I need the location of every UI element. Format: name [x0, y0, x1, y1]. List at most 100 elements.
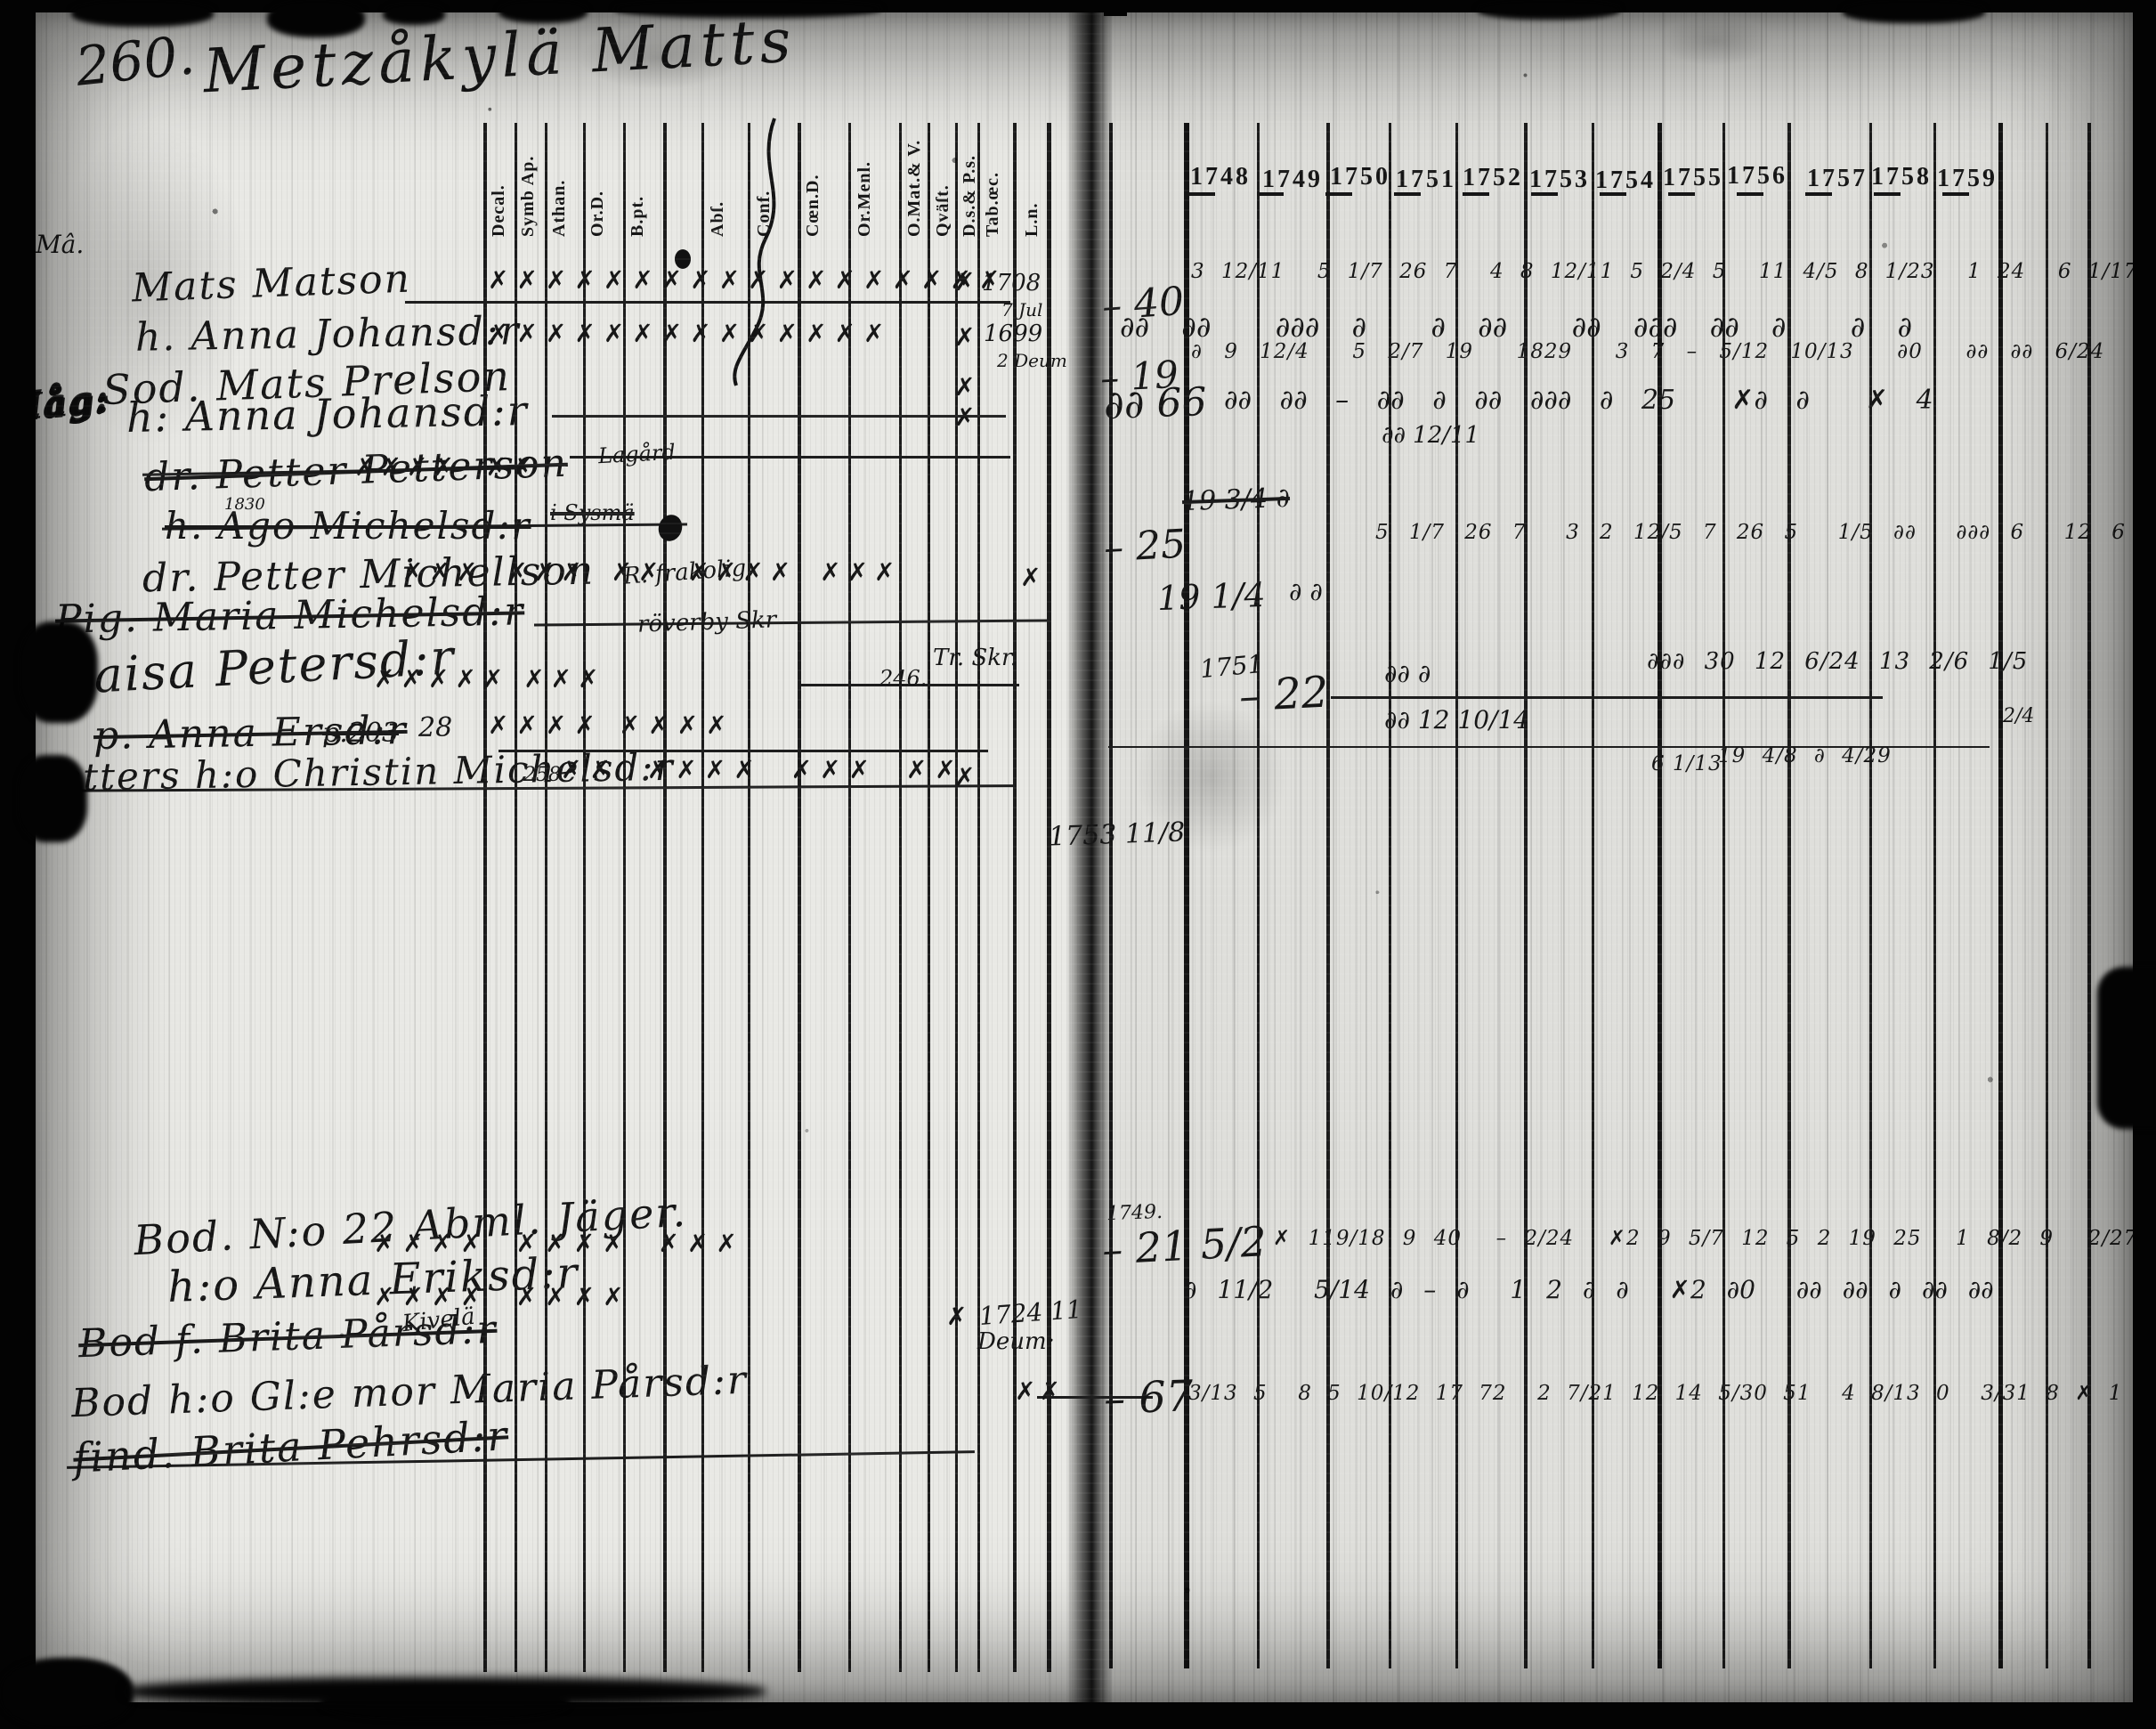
row-7-yearly-total: – 25: [1102, 521, 1187, 572]
row-8-yearly-values: ∂ ∂: [1289, 577, 1323, 606]
page-number: 260.: [72, 24, 198, 99]
film-edge-left: [0, 0, 36, 1729]
film-blotch: [267, 0, 365, 37]
bottom-row-3-note-sub: Deum:: [977, 1328, 1055, 1355]
film-tab-right: [2097, 967, 2156, 1129]
row-5-annotation: Lagård: [597, 439, 677, 469]
column-header-symb-ap: Symb Ap.: [518, 155, 538, 237]
ink-blot: [675, 249, 691, 269]
column-header-ds-ps: D.s.& P.s.: [960, 154, 979, 237]
row-9-yearly-values: ∂∂∂ 30 12 6/24 13 2/6 1/5: [1647, 648, 2029, 675]
year-header-1751: 1751: [1396, 166, 1456, 193]
margin-label: Mâ.: [36, 230, 85, 259]
column-header-tab-oec: Tab.œc.: [983, 172, 1002, 237]
bottom-row-2-values: ∂ 11/2 5/14 ∂ – ∂ 1 2 ∂ ∂ ✗2 ∂0 ∂∂ ∂∂ ∂ …: [1184, 1275, 1994, 1304]
row-8-annotation-2: röverby Skr: [636, 606, 777, 638]
row-11-values-2: 19 4/8 ∂ 4/29: [1718, 744, 1892, 767]
row-6-name: h. Ago Michelsd:r: [165, 504, 531, 548]
year-header-1754: 1754: [1595, 166, 1656, 194]
row-2-ln-mark: ✗: [954, 322, 984, 352]
bottom-row-4-total: – 67: [1103, 1371, 1195, 1425]
film-blotch: [498, 0, 588, 23]
column-header-qvast: Qväſt.: [933, 184, 952, 237]
film-blotch-corner: [0, 1658, 134, 1729]
bottom-row-3-ln-mark: ✗: [946, 1302, 976, 1331]
column-header-coen-d: Cœn.D.: [803, 174, 823, 237]
row-1-rule: [405, 301, 1010, 304]
column-header-decal: Decal.: [489, 184, 508, 237]
bottom-row-1-values: ✗ 119/18 9 40 – 2/24 ✗2 9 5/7 12 5 2 19 …: [1273, 1227, 2156, 1250]
book-gutter-fold: [1066, 7, 1113, 1709]
row-1-ln-note-year: 1708: [982, 270, 1042, 296]
sprocket-blob-left-lower: [18, 755, 87, 842]
row-5-yearly-values: ∂∂ 12/11: [1382, 422, 1480, 449]
year-header-1750: 1750: [1330, 163, 1390, 191]
row-9-right-rule: [1331, 696, 1883, 699]
row-8-name: Pig. Maria Michelsd:r: [54, 589, 525, 643]
row-11-marks: ✗✗ ✗✗✗✗ ✗✗✗ ✗✗: [561, 755, 964, 784]
year-header-1749: 1749: [1262, 166, 1323, 193]
row-9-marks: ✗✗✗✗✗ ✗✗✗: [374, 664, 605, 694]
column-header-athan: Athan.: [549, 179, 569, 237]
column-header-bpt: B.pt.: [628, 195, 647, 237]
row-11-values-1: 6 1/13: [1651, 752, 1722, 775]
row-11-note: 1753 11/8: [1048, 816, 1186, 853]
column-header-or-d: Or.D.: [588, 190, 607, 237]
year-header-1753: 1753: [1529, 166, 1590, 193]
bottom-row-1-year: 1749.: [1106, 1200, 1163, 1226]
row-5-marks: ✗✗✗✗ ✗✗: [354, 452, 539, 482]
row-6-annotation: i Sysmä: [550, 500, 635, 525]
row-4-ln-mark: ✗: [954, 402, 984, 432]
year-header-1748: 1748: [1190, 163, 1251, 191]
row-8-yearly-total: 19 1/4: [1156, 574, 1267, 619]
row-10-extra: 28: [418, 712, 453, 743]
row-2-ln-note-year: 1699: [984, 321, 1043, 347]
film-blotch: [383, 4, 445, 25]
row-11-ln-mark: ✗: [954, 762, 984, 791]
year-header-1758: 1758: [1871, 163, 1932, 191]
film-edge-right: [2133, 0, 2156, 1729]
year-header-1752: 1752: [1463, 164, 1523, 191]
row-3-yearly-values: ∂ 9 12/4 5 2/7 19 1829 3 7 – 5/12 10/13 …: [1191, 340, 2156, 363]
row-10-marks: ✗✗✗✗ ✗✗✗✗: [488, 710, 735, 740]
year-underline-dashes: [1188, 192, 1994, 196]
sprocket-blob-left-upper: [20, 621, 98, 723]
film-blotch: [71, 0, 214, 27]
bottom-row-4-values: 3/13 5 8 5 10/12 17 72 2 7/21 12 14 5/30…: [1188, 1382, 2156, 1405]
film-blotch-bottom-left-page: [125, 1677, 766, 1706]
row-10-yearly-values: ∂∂ 12 10/14: [1384, 705, 1530, 735]
ink-squiggle: [733, 118, 776, 386]
film-blotch: [614, 0, 881, 18]
row-3-ln-mark: ✗: [954, 372, 984, 402]
column-header-or-menl: Or.Menl.: [855, 160, 874, 237]
row-10-ref: p.203: [322, 718, 400, 749]
bottom-row-1-total: – 21 5/2: [1100, 1217, 1268, 1274]
row-11-ref: 258: [523, 764, 561, 786]
column-header-o-mat-v: O.Mat.& V.: [904, 139, 924, 237]
row-4-yearly-total: ∂∂ 66: [1103, 379, 1208, 428]
year-header-1755: 1755: [1663, 164, 1723, 191]
row-4-yearly-values: ∂∂ ∂∂ – ∂∂ ∂ ∂∂ ∂∂∂ ∂ 25 ✗∂ ∂ ✗ 4: [1224, 385, 1933, 416]
registration-mark-bottom: [1097, 1711, 1127, 1729]
year-header-1757: 1757: [1807, 165, 1868, 192]
row-7-yearly-values: 5 1/7 26 7 3 2 12/5 7 26 5 1/5 ∂∂ ∂∂∂ 6 …: [1375, 521, 2156, 544]
film-blotch: [1843, 0, 1985, 23]
row-10-far-value: 2/4: [2003, 705, 2035, 727]
row-2-ln-note-sub: 2 Deum: [997, 350, 1067, 371]
row-7-ln-mark: ✗: [1020, 563, 1050, 592]
registration-mark-top: [1104, 0, 1127, 16]
row-6-yearly-total: 19 3/4 ∂: [1181, 482, 1291, 518]
bottom-row-4-marks: ✗✗: [1015, 1376, 1064, 1406]
year-header-1756: 1756: [1727, 162, 1787, 190]
row-1-yearly-values: 3 12/11 5 1/7 26 7 4 8 12/11 5 2/4 5 11 …: [1191, 260, 2156, 283]
row-9-suffix: Tr. Skr.: [933, 645, 1017, 671]
column-header-ln: L.n.: [1022, 202, 1042, 237]
row-1-ln-mark: ✗: [954, 267, 984, 296]
film-blotch: [1478, 0, 1620, 20]
row-9-yearly-total: – 22: [1237, 667, 1330, 722]
row-2-yearly-values: ∂∂ ∂∂ ∂∂∂ ∂ ∂ ∂∂ ∂∂ ∂∂∂ ∂∂ ∂ ∂ ∂: [1120, 310, 1913, 344]
row-4-name: h: Anna Johansd:r: [126, 386, 530, 442]
row-9-page-ref: 246.: [879, 666, 928, 691]
bottom-row-2-marks: ✗✗✗✗ ✗✗✗✗: [374, 1282, 632, 1311]
row-3-rule: [552, 415, 1006, 418]
